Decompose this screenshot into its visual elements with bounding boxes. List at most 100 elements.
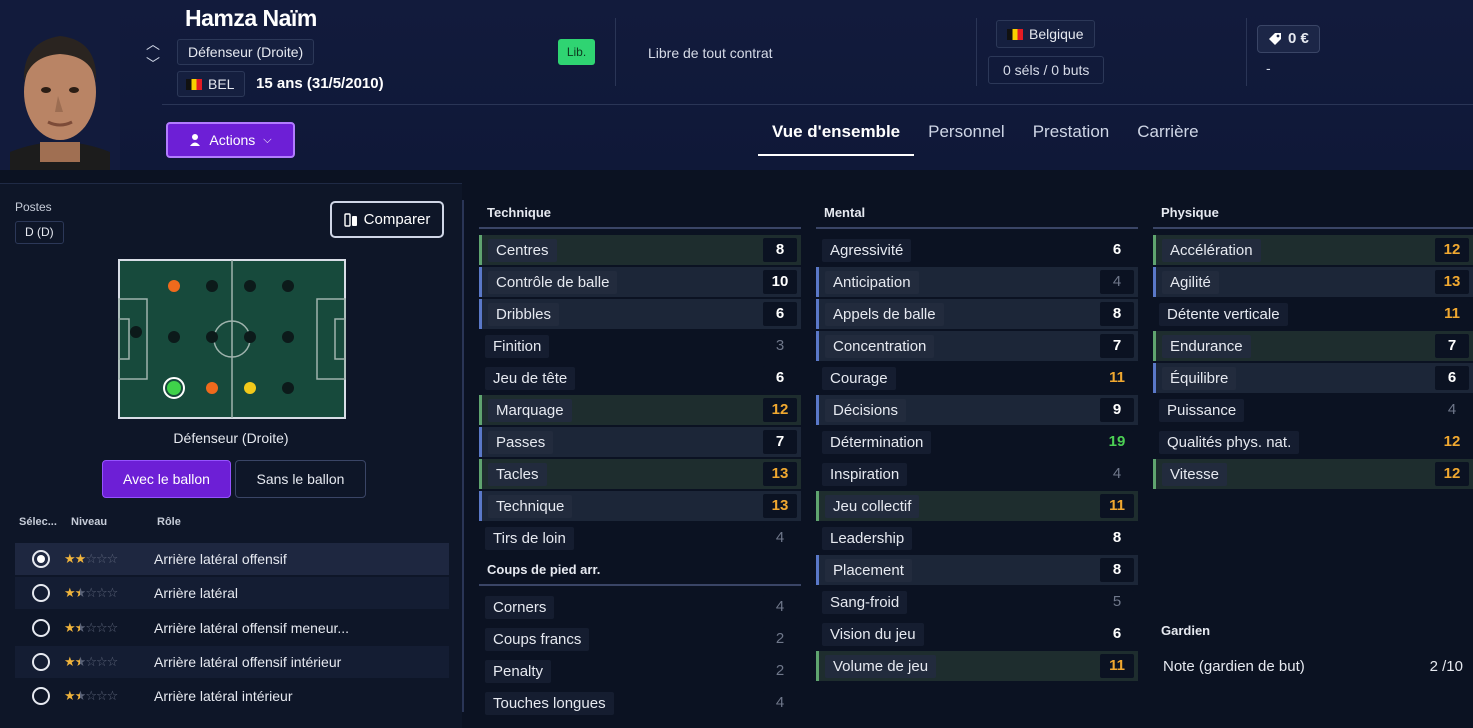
attribute-row[interactable]: Endurance 7 [1153, 331, 1473, 361]
attribute-row[interactable]: Placement 8 [816, 555, 1138, 585]
attribute-row[interactable]: Coups francs 2 [479, 624, 801, 654]
attribute-row[interactable]: Vision du jeu 6 [816, 619, 1138, 649]
attribute-value: 13 [1435, 270, 1469, 294]
role-row[interactable]: ★★☆☆☆ Arrière latéral intérieur [15, 680, 449, 712]
star-icon: ☆ [106, 688, 119, 704]
attribute-row[interactable]: Centres 8 [479, 235, 801, 265]
attribute-row[interactable]: Anticipation 4 [816, 267, 1138, 297]
column-select[interactable]: Sélec... [19, 516, 57, 528]
attribute-row[interactable]: Finition 3 [479, 331, 801, 361]
attribute-row[interactable]: Tacles 13 [479, 459, 801, 489]
attribute-row[interactable]: Puissance 4 [1153, 395, 1473, 425]
attribute-row[interactable]: Appels de balle 8 [816, 299, 1138, 329]
star-icon: ★ [64, 688, 76, 704]
attribute-label: Marquage [488, 398, 572, 422]
role-row[interactable]: ★★☆☆☆ Arrière latéral offensif meneur... [15, 612, 449, 644]
player-value: 0 € [1288, 30, 1309, 47]
attribute-row[interactable]: Agilité 13 [1153, 267, 1473, 297]
attribute-row[interactable]: Courage 11 [816, 363, 1138, 393]
attribute-row[interactable]: Qualités phys. nat. 12 [1153, 427, 1473, 457]
role-row[interactable]: ★★☆☆☆ Arrière latéral offensif intérieur [15, 645, 449, 678]
column-level[interactable]: Niveau [71, 516, 108, 528]
role-name: Arrière latéral intérieur [154, 688, 293, 705]
attribute-row[interactable]: Dribbles 6 [479, 299, 801, 329]
column-role[interactable]: Rôle [157, 516, 181, 528]
compare-button[interactable]: Comparer [330, 201, 444, 238]
attribute-value: 6 [763, 366, 797, 390]
attribute-label: Touches longues [485, 691, 614, 715]
star-icon: ☆ [106, 585, 119, 601]
attribute-value: 4 [763, 691, 797, 715]
attribute-row[interactable]: Volume de jeu 11 [816, 651, 1138, 681]
attribute-row[interactable]: Jeu collectif 11 [816, 491, 1138, 521]
without-ball-toggle[interactable]: Sans le ballon [235, 460, 366, 498]
attribute-row[interactable]: Agressivité 6 [816, 235, 1138, 265]
attribute-label: Équilibre [1162, 366, 1237, 390]
previous-player-icon[interactable]: ︿ [146, 36, 160, 52]
role-row[interactable]: ★★☆☆☆ Arrière latéral [15, 577, 449, 610]
role-row[interactable]: ★★☆☆☆ Arrière latéral offensif [15, 543, 449, 575]
person-icon [190, 134, 201, 146]
attribute-row[interactable]: Corners 4 [479, 592, 801, 622]
attribute-row[interactable]: Tirs de loin 4 [479, 523, 801, 553]
country-name: Belgique [1029, 26, 1084, 42]
with-ball-toggle[interactable]: Avec le ballon [102, 460, 231, 498]
attribute-value: 12 [1435, 238, 1469, 262]
attribute-row[interactable]: Jeu de tête 6 [479, 363, 801, 393]
attribute-row[interactable]: Contrôle de balle 10 [479, 267, 801, 297]
attribute-label: Courage [822, 366, 896, 390]
role-radio[interactable] [32, 618, 50, 637]
actions-button[interactable]: Actions ⌵ [166, 122, 295, 158]
attribute-value: 7 [1435, 334, 1469, 358]
attribute-value: 8 [1100, 302, 1134, 326]
tab-performance[interactable]: Prestation [1032, 122, 1110, 141]
role-radio[interactable] [32, 550, 50, 568]
compare-label: Comparer [363, 211, 431, 228]
panel-divider [462, 200, 464, 712]
attribute-label: Finition [485, 334, 550, 358]
tab-overview[interactable]: Vue d'ensemble [758, 114, 915, 156]
country-chip[interactable]: Belgique [996, 20, 1095, 48]
star-icon: ☆ [85, 585, 97, 601]
position-pitch[interactable] [118, 259, 346, 419]
attribute-label: Agressivité [822, 238, 912, 262]
attribute-value: 12 [763, 398, 797, 422]
star-icon: ★ [74, 688, 87, 704]
tab-career[interactable]: Carrière [1137, 122, 1199, 141]
attribute-row[interactable]: Équilibre 6 [1153, 363, 1473, 393]
attribute-row[interactable]: Détermination 19 [816, 427, 1138, 457]
attribute-row[interactable]: Marquage 12 [479, 395, 801, 425]
next-player-icon[interactable]: ﹀ [146, 56, 160, 72]
tab-personal[interactable]: Personnel [928, 122, 1005, 141]
attribute-label: Vitesse [1162, 462, 1227, 486]
attribute-value: 4 [1435, 398, 1469, 422]
attribute-row[interactable]: Détente verticale 11 [1153, 299, 1473, 329]
role-name: Arrière latéral offensif [154, 551, 287, 567]
attribute-row[interactable]: Leadership 8 [816, 523, 1138, 553]
attribute-row[interactable]: Accélération 12 [1153, 235, 1473, 265]
nationality-chip[interactable]: BEL [177, 71, 246, 97]
status-badge: Lib. [558, 39, 595, 65]
attribute-value: 19 [1100, 430, 1134, 454]
attribute-row[interactable]: Vitesse 12 [1153, 459, 1473, 489]
attribute-row[interactable]: Concentration 7 [816, 331, 1138, 361]
role-radio[interactable] [32, 584, 50, 603]
attribute-row[interactable]: Sang-froid 5 [816, 587, 1138, 617]
attribute-value: 11 [1100, 366, 1134, 390]
attribute-row[interactable]: Technique 13 [479, 491, 801, 521]
attribute-row[interactable]: Décisions 9 [816, 395, 1138, 425]
attribute-row[interactable]: Touches longues 4 [479, 688, 801, 718]
attribute-label: Détermination [822, 430, 932, 454]
star-icon: ☆ [106, 619, 119, 635]
attribute-row[interactable]: Inspiration 4 [816, 459, 1138, 489]
player-portrait [0, 12, 120, 170]
attribute-row[interactable]: Penalty 2 [479, 656, 801, 686]
attribute-label: Tacles [488, 462, 547, 486]
star-icon: ★ [64, 653, 76, 669]
role-radio[interactable] [32, 652, 50, 671]
tab-bar: Vue d'ensemble Personnel Prestation Carr… [758, 114, 1213, 156]
attribute-label: Volume de jeu [825, 654, 937, 678]
attribute-row[interactable]: Passes 7 [479, 427, 801, 457]
player-name: Hamza Naïm [185, 5, 317, 31]
role-radio[interactable] [32, 687, 50, 706]
